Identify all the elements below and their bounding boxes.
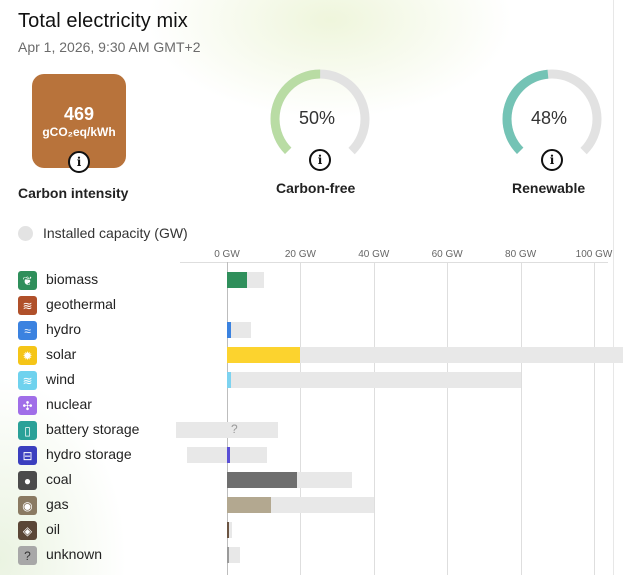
wind-icon: ≋ — [18, 371, 37, 390]
source-label-solar: solar — [46, 346, 77, 362]
source-label-biomass: biomass — [46, 271, 99, 287]
source-label-coal: coal — [46, 471, 72, 487]
production-bar[interactable] — [227, 472, 297, 488]
source-label-oil: oil — [46, 521, 61, 537]
carbon-free-label: Carbon-free — [276, 180, 356, 196]
gridline — [300, 262, 302, 575]
source-label-hydro: hydro — [46, 321, 82, 337]
capacity-bar — [227, 547, 240, 563]
carbon-intensity-label: Carbon intensity — [18, 185, 129, 201]
installed-capacity-toggle[interactable] — [18, 226, 33, 241]
capacity-bar — [227, 372, 521, 388]
source-label-gas: gas — [46, 496, 69, 512]
x-tick-label: 20 GW — [284, 249, 316, 260]
unknown-value-mark: ? — [231, 422, 238, 436]
production-bar[interactable] — [227, 272, 248, 288]
x-tick-label: 100 GW — [575, 249, 613, 260]
capacity-bar — [227, 347, 623, 363]
source-label-unknown: unknown — [46, 546, 103, 562]
production-bar[interactable] — [227, 322, 232, 338]
x-tick-label: 60 GW — [431, 249, 463, 260]
carbon-free-gauge — [270, 69, 370, 169]
renewable-arc — [502, 69, 602, 169]
x-tick-label: 80 GW — [505, 249, 537, 260]
coal-icon: ● — [18, 471, 37, 490]
installed-capacity-label[interactable]: Installed capacity (GW) — [43, 225, 188, 241]
solar-icon: ✹ — [18, 346, 37, 365]
biomass-icon: ❦ — [18, 271, 37, 290]
capacity-bar — [227, 522, 232, 538]
production-bar[interactable] — [227, 447, 230, 463]
gas-icon: ◉ — [18, 496, 37, 515]
gridline — [227, 262, 228, 575]
source-label-battery-storage: battery storage — [46, 421, 140, 437]
gridline — [373, 262, 375, 575]
hydro-storage-icon: ⊟ — [18, 446, 37, 465]
timestamp: Apr 1, 2026, 9:30 AM GMT+2 — [18, 39, 201, 55]
renewable-label: Renewable — [512, 180, 586, 196]
geothermal-icon: ≋ — [18, 296, 37, 315]
x-tick-label: 0 GW — [214, 249, 240, 260]
nuclear-icon: ✣ — [18, 396, 37, 415]
panel-title: Total electricity mix — [18, 10, 188, 32]
production-bar[interactable] — [227, 547, 229, 563]
renewable-value: 48% — [531, 108, 568, 128]
source-label-nuclear: nuclear — [46, 396, 92, 412]
oil-icon: ◈ — [18, 521, 37, 540]
chart-top-border — [180, 262, 608, 263]
source-label-wind: wind — [46, 371, 75, 387]
source-label-geothermal: geothermal — [46, 296, 117, 312]
hydro-icon: ≈ — [18, 321, 37, 340]
production-bar[interactable] — [227, 497, 272, 513]
unknown-icon: ? — [18, 546, 37, 565]
x-tick-label: 40 GW — [358, 249, 390, 260]
carbon-free-info-icon[interactable]: i — [309, 149, 331, 171]
capacity-bar — [175, 422, 279, 438]
carbon-intensity-unit: gCO₂eq/kWh — [42, 125, 116, 139]
gridline — [447, 262, 449, 575]
capacity-bar — [186, 447, 268, 463]
carbon-free-value: 50% — [299, 108, 336, 128]
renewable-info-icon[interactable]: i — [541, 149, 563, 171]
source-label-hydro-storage: hydro storage — [46, 446, 132, 462]
gridline — [594, 262, 595, 575]
production-bar[interactable] — [227, 522, 229, 538]
renewable-gauge — [502, 69, 602, 169]
production-bar[interactable] — [227, 372, 232, 388]
capacity-bar — [227, 322, 251, 338]
production-bar[interactable] — [227, 347, 301, 363]
battery-storage-icon: ▯ — [18, 421, 37, 440]
carbon-intensity-value: 469 — [63, 104, 95, 124]
gridline — [520, 262, 522, 575]
carbon-intensity-info-icon[interactable]: i — [68, 151, 90, 173]
